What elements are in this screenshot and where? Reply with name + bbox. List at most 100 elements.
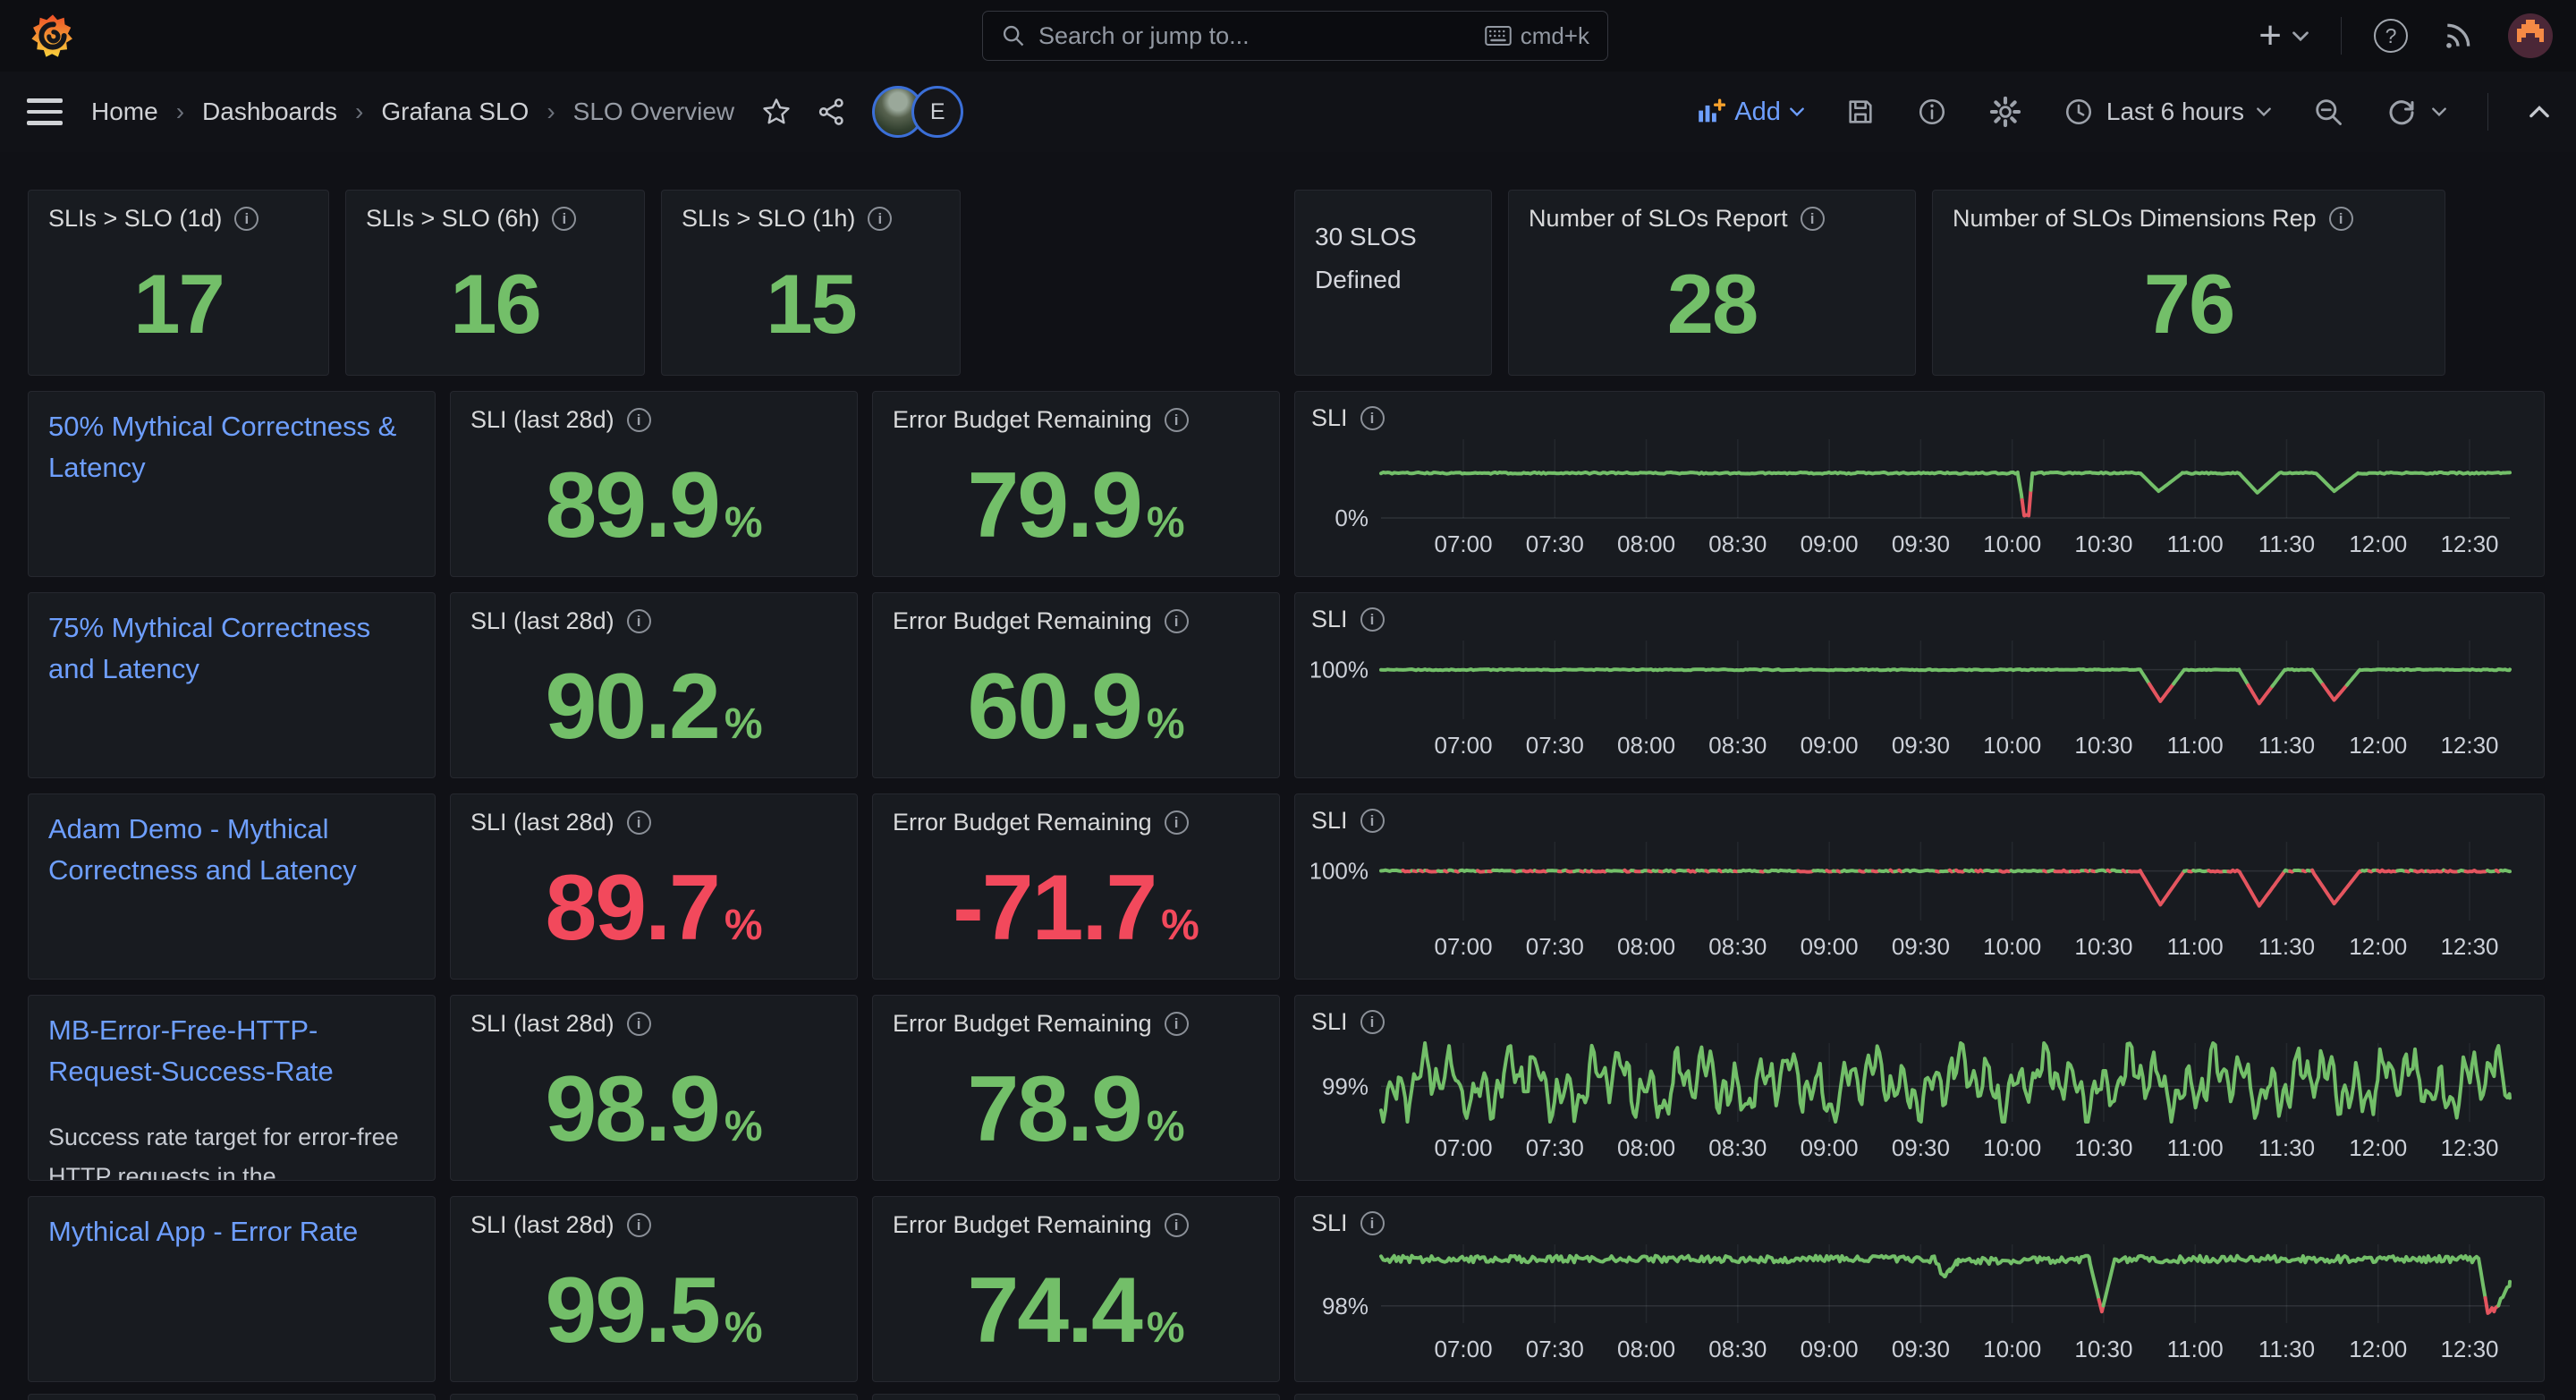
- svg-text:10:30: 10:30: [2074, 530, 2132, 557]
- save-dashboard-icon[interactable]: [1845, 97, 1876, 127]
- slo-link[interactable]: 50% Mythical Correctness & Latency: [48, 411, 397, 483]
- svg-text:10:30: 10:30: [2074, 1134, 2132, 1161]
- refresh-icon[interactable]: [2385, 96, 2418, 128]
- percent-unit: %: [724, 901, 763, 949]
- grafana-logo-icon[interactable]: [29, 12, 77, 60]
- svg-text:07:00: 07:00: [1435, 1336, 1493, 1362]
- svg-text:07:00: 07:00: [1435, 933, 1493, 960]
- chevron-down-icon: [2257, 107, 2271, 116]
- sli-timeseries-chart[interactable]: 07:00 07:30 08:00 08:30 09:00 09:30 10:00 10:30…: [1311, 1237, 2524, 1364]
- svg-text:07:00: 07:00: [1435, 732, 1493, 759]
- favorite-star-icon[interactable]: [761, 97, 792, 127]
- svg-text:08:00: 08:00: [1617, 530, 1675, 557]
- sli-chart-panel: SLI i 07:00 07:30 08:00 08:30 09:00 09:30 10:00…: [1294, 391, 2545, 577]
- menu-toggle-icon[interactable]: [27, 98, 63, 125]
- refresh-interval-chevron-icon[interactable]: [2432, 107, 2446, 116]
- info-icon[interactable]: i: [1360, 809, 1385, 833]
- sli-timeseries-chart[interactable]: 07:00 07:30 08:00 08:30 09:00 09:30 10:00 10:30…: [1309, 633, 2524, 760]
- info-icon[interactable]: i: [1360, 406, 1385, 430]
- breadcrumb-home[interactable]: Home: [91, 98, 158, 125]
- percent-unit: %: [724, 1303, 763, 1352]
- info-icon[interactable]: i: [1164, 1213, 1189, 1237]
- error-budget-value: 60.9: [967, 654, 1142, 759]
- top-nav: Search or jump to... cmd+k + ?: [0, 0, 2576, 72]
- info-icon[interactable]: i: [234, 207, 259, 231]
- info-icon[interactable]: i: [626, 1213, 651, 1237]
- info-icon[interactable]: i: [626, 609, 651, 633]
- sli-timeseries-chart[interactable]: 07:00 07:30 08:00 08:30 09:00 09:30 10:00 10:30…: [1311, 1036, 2524, 1163]
- stat-panel-slis-slo-1h: SLIs > SLO (1h) i 15: [661, 190, 961, 376]
- sli-timeseries-chart[interactable]: 07:00 07:30 08:00 08:30 09:00 09:30 10:00 10:30…: [1311, 432, 2524, 559]
- percent-unit: %: [1146, 1102, 1185, 1150]
- svg-text:10:00: 10:00: [1983, 1336, 2041, 1362]
- collapse-toolbar-icon[interactable]: [2529, 106, 2549, 118]
- slo-link[interactable]: MB-Error-Free-HTTP-Request-Success-Rate: [48, 1014, 334, 1087]
- info-icon[interactable]: i: [1164, 1012, 1189, 1036]
- breadcrumb-folder[interactable]: Grafana SLO: [381, 98, 530, 125]
- sli-value: 89.7: [545, 855, 720, 960]
- news-rss-icon[interactable]: [2440, 18, 2476, 54]
- settings-gear-icon[interactable]: [1988, 95, 2022, 129]
- stat-panel-slos-dimensions: Number of SLOs Dimensions Rep i 76: [1932, 190, 2445, 376]
- svg-text:11:00: 11:00: [2167, 933, 2224, 960]
- sli-stat-panel: SLI (last 28d) i 90.2 %: [450, 592, 858, 778]
- stats-row: SLIs > SLO (1d) i 17 SLIs > SLO (6h) i 16 …: [28, 190, 2545, 376]
- panel-title: Error Budget Remaining: [893, 406, 1152, 433]
- slo-description: Success rate target for error-free HTTP …: [48, 1124, 399, 1181]
- sli-timeseries-chart[interactable]: 07:00 07:30 08:00 08:30 09:00 09:30 10:00 10:30…: [1309, 835, 2524, 962]
- info-icon[interactable]: i: [1360, 1211, 1385, 1235]
- panel-title: SLI (last 28d): [470, 1010, 614, 1037]
- search-input[interactable]: Search or jump to... cmd+k: [982, 11, 1608, 61]
- plus-icon: +: [2258, 13, 2282, 57]
- info-icon[interactable]: i: [1164, 609, 1189, 633]
- breadcrumb-separator: ›: [355, 98, 364, 125]
- svg-text:10:30: 10:30: [2074, 1336, 2132, 1362]
- svg-text:99%: 99%: [1322, 1073, 1368, 1099]
- slo-rows: 50% Mythical Correctness & Latency SLI (…: [28, 391, 2545, 1382]
- info-icon[interactable]: i: [626, 408, 651, 432]
- info-icon[interactable]: i: [868, 207, 893, 231]
- viewer-avatar-badge[interactable]: E: [911, 86, 964, 138]
- info-icon[interactable]: i: [1164, 408, 1189, 432]
- info-icon[interactable]: i: [626, 810, 651, 835]
- info-icon[interactable]: i: [1164, 810, 1189, 835]
- slo-link[interactable]: 75% Mythical Correctness and Latency: [48, 612, 371, 684]
- slo-title-panel: Mythical App - Error Rate: [28, 1196, 436, 1382]
- sli-value: 99.5: [545, 1258, 720, 1362]
- info-icon[interactable]: i: [552, 207, 577, 231]
- panel-title: SLI: [1311, 404, 1348, 431]
- dashboard-info-icon[interactable]: [1917, 97, 1947, 127]
- panel-title: Number of SLOs Report: [1529, 205, 1788, 232]
- svg-text:98%: 98%: [1322, 1293, 1368, 1319]
- slo-link[interactable]: Adam Demo - Mythical Correctness and Lat…: [48, 813, 357, 886]
- search-shortcut: cmd+k: [1484, 22, 1589, 50]
- dashboard-canvas: SLIs > SLO (1d) i 17 SLIs > SLO (6h) i 16 …: [0, 190, 2576, 1400]
- sli-chart-panel: SLI i 07:00 07:30 08:00 08:30 09:00 09:30 10:00…: [1294, 1196, 2545, 1382]
- panel-title: SLI (last 28d): [470, 1211, 614, 1238]
- svg-text:12:00: 12:00: [2349, 732, 2407, 759]
- stat-panel-slos-report: Number of SLOs Report i 28: [1508, 190, 1916, 376]
- breadcrumb-dashboards[interactable]: Dashboards: [202, 98, 338, 125]
- partial-panel: [872, 1394, 1280, 1400]
- svg-text:12:00: 12:00: [2349, 1336, 2407, 1362]
- info-icon[interactable]: i: [626, 1012, 651, 1036]
- share-icon[interactable]: [817, 97, 847, 127]
- time-range-picker[interactable]: Last 6 hours: [2063, 97, 2271, 127]
- info-icon[interactable]: i: [2328, 207, 2353, 231]
- new-menu-button[interactable]: +: [2258, 16, 2309, 55]
- slo-row: 75% Mythical Correctness and Latency SLI…: [28, 592, 2545, 778]
- info-icon[interactable]: i: [1360, 607, 1385, 632]
- clock-icon: [2065, 98, 2091, 125]
- svg-text:08:00: 08:00: [1617, 933, 1675, 960]
- avatar-pixel-art: [2508, 13, 2512, 18]
- panel-title: SLI (last 28d): [470, 607, 614, 634]
- zoom-out-icon[interactable]: [2312, 96, 2344, 128]
- info-icon[interactable]: i: [1800, 207, 1825, 231]
- profile-avatar[interactable]: [2508, 13, 2553, 58]
- help-icon[interactable]: ?: [2374, 19, 2408, 53]
- add-panel-button[interactable]: Add: [1695, 97, 1804, 127]
- search-icon: [1003, 25, 1024, 47]
- info-icon[interactable]: i: [1360, 1010, 1385, 1034]
- slo-link[interactable]: Mythical App - Error Rate: [48, 1216, 359, 1247]
- slos-defined-text: 30 SLOS Defined: [1315, 223, 1417, 293]
